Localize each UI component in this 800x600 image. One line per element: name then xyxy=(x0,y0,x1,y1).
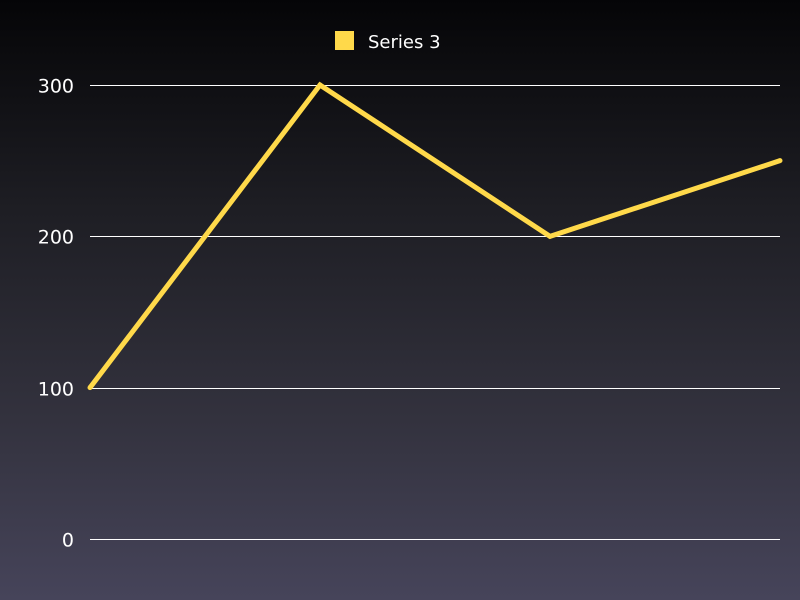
legend: Series 3 xyxy=(335,31,441,53)
grid-lines xyxy=(90,85,780,540)
data-point xyxy=(317,82,323,88)
series-line-1 xyxy=(88,81,781,390)
y-tick-label: 300 xyxy=(38,76,74,98)
legend-label-series-3: Series 3 xyxy=(368,32,441,53)
data-point xyxy=(777,158,783,164)
y-tick-label: 100 xyxy=(38,379,74,401)
y-axis-ticks: 0 100 200 300 xyxy=(38,76,74,552)
data-point xyxy=(547,233,553,239)
y-tick-label: 0 xyxy=(62,530,74,552)
series-lines xyxy=(87,81,783,391)
y-tick-label: 200 xyxy=(38,227,74,249)
legend-swatch-series-3 xyxy=(335,31,354,50)
data-point xyxy=(87,385,93,391)
